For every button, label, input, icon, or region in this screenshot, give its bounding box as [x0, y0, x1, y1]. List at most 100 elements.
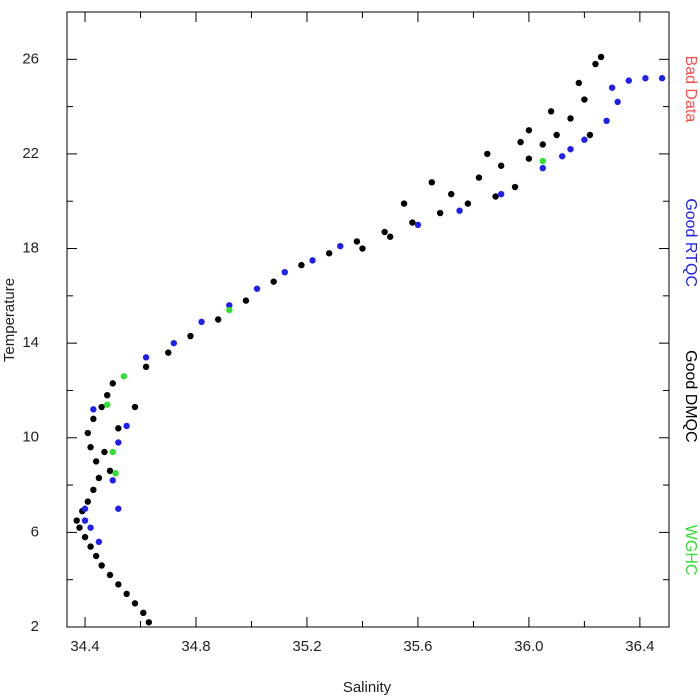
data-point [95, 538, 103, 546]
data-point [553, 131, 560, 139]
data-point [456, 207, 463, 214]
data-point [90, 486, 97, 494]
data-point [101, 448, 108, 456]
data-point [214, 316, 222, 323]
data-point [492, 193, 499, 200]
data-point [625, 77, 632, 84]
data-point [464, 200, 472, 207]
data-point [409, 219, 416, 226]
data-point [81, 533, 89, 541]
data-point [484, 150, 491, 158]
data-point [539, 164, 546, 172]
data-point [359, 245, 366, 252]
data-point [642, 75, 649, 82]
data-point [73, 517, 80, 524]
data-point [567, 145, 574, 153]
data-point [165, 349, 172, 356]
data-point [115, 425, 122, 432]
data-point [95, 474, 103, 482]
x-tick-label: 35.2 [292, 638, 321, 655]
data-point [558, 153, 566, 160]
legend-entry: WGHC [682, 525, 699, 576]
data-point [309, 257, 316, 264]
x-tick-label: 34.8 [181, 638, 210, 655]
data-point [597, 53, 605, 61]
data-point [84, 429, 92, 437]
data-point [131, 600, 139, 607]
data-point [142, 363, 150, 371]
data-point [98, 562, 105, 569]
data-point [98, 403, 105, 411]
legend-entry: Good RTQC [682, 198, 699, 287]
y-tick-label: 18 [22, 240, 39, 257]
x-tick-label: 35.6 [403, 638, 432, 655]
data-point [81, 505, 89, 512]
data-point [106, 571, 114, 579]
data-point [115, 505, 122, 512]
data-point [226, 306, 233, 314]
data-point [142, 354, 150, 361]
data-point [109, 380, 116, 387]
data-point [198, 318, 205, 326]
data-point [581, 136, 588, 143]
data-point [115, 439, 122, 446]
y-tick-label: 2 [31, 618, 39, 635]
data-point [123, 590, 130, 598]
y-tick-label: 22 [22, 145, 39, 162]
data-point [353, 238, 361, 245]
data-point [131, 403, 139, 411]
data-point [539, 141, 546, 148]
data-point [76, 524, 83, 531]
data-point [658, 75, 666, 82]
data-point [84, 498, 92, 505]
legend-entry: Bad Data [682, 56, 699, 123]
data-point [109, 448, 116, 456]
data-point [87, 543, 94, 550]
data-point [575, 79, 583, 87]
data-point [145, 619, 153, 626]
x-tick-label: 36.4 [625, 638, 654, 655]
data-point [414, 221, 422, 229]
data-point [436, 209, 444, 217]
data-point [106, 467, 114, 475]
data-point [511, 183, 519, 191]
data-point [242, 297, 250, 304]
data-point [337, 242, 344, 250]
data-point [497, 162, 505, 169]
data-point [104, 391, 111, 399]
data-point [592, 60, 599, 68]
data-point [92, 552, 100, 560]
data-point [517, 138, 524, 146]
data-point [115, 581, 122, 588]
data-point [381, 228, 388, 236]
y-tick-label: 14 [22, 334, 39, 351]
data-point [120, 373, 128, 380]
data-point [547, 108, 555, 115]
plot-frame [66, 11, 670, 628]
legend-entry: Good DMQC [682, 350, 699, 442]
data-point [81, 517, 89, 524]
data-point [475, 174, 483, 181]
x-tick-label: 36.0 [514, 638, 543, 655]
data-point [87, 444, 94, 451]
data-point [109, 477, 116, 484]
y-axis-label: Temperature [1, 278, 18, 362]
x-tick-label: 34.4 [70, 638, 99, 655]
data-point [614, 98, 621, 106]
data-point [170, 339, 178, 347]
data-point [428, 179, 436, 186]
data-point [270, 278, 277, 285]
y-tick-label: 10 [22, 429, 39, 446]
data-point [497, 190, 505, 198]
data-point [603, 117, 610, 125]
data-point [386, 233, 394, 240]
data-point [140, 609, 147, 617]
data-point [525, 127, 533, 134]
y-tick-label: 6 [31, 523, 39, 540]
data-point [400, 200, 408, 207]
data-point [325, 250, 333, 257]
data-point [87, 524, 94, 531]
data-point [187, 332, 194, 340]
